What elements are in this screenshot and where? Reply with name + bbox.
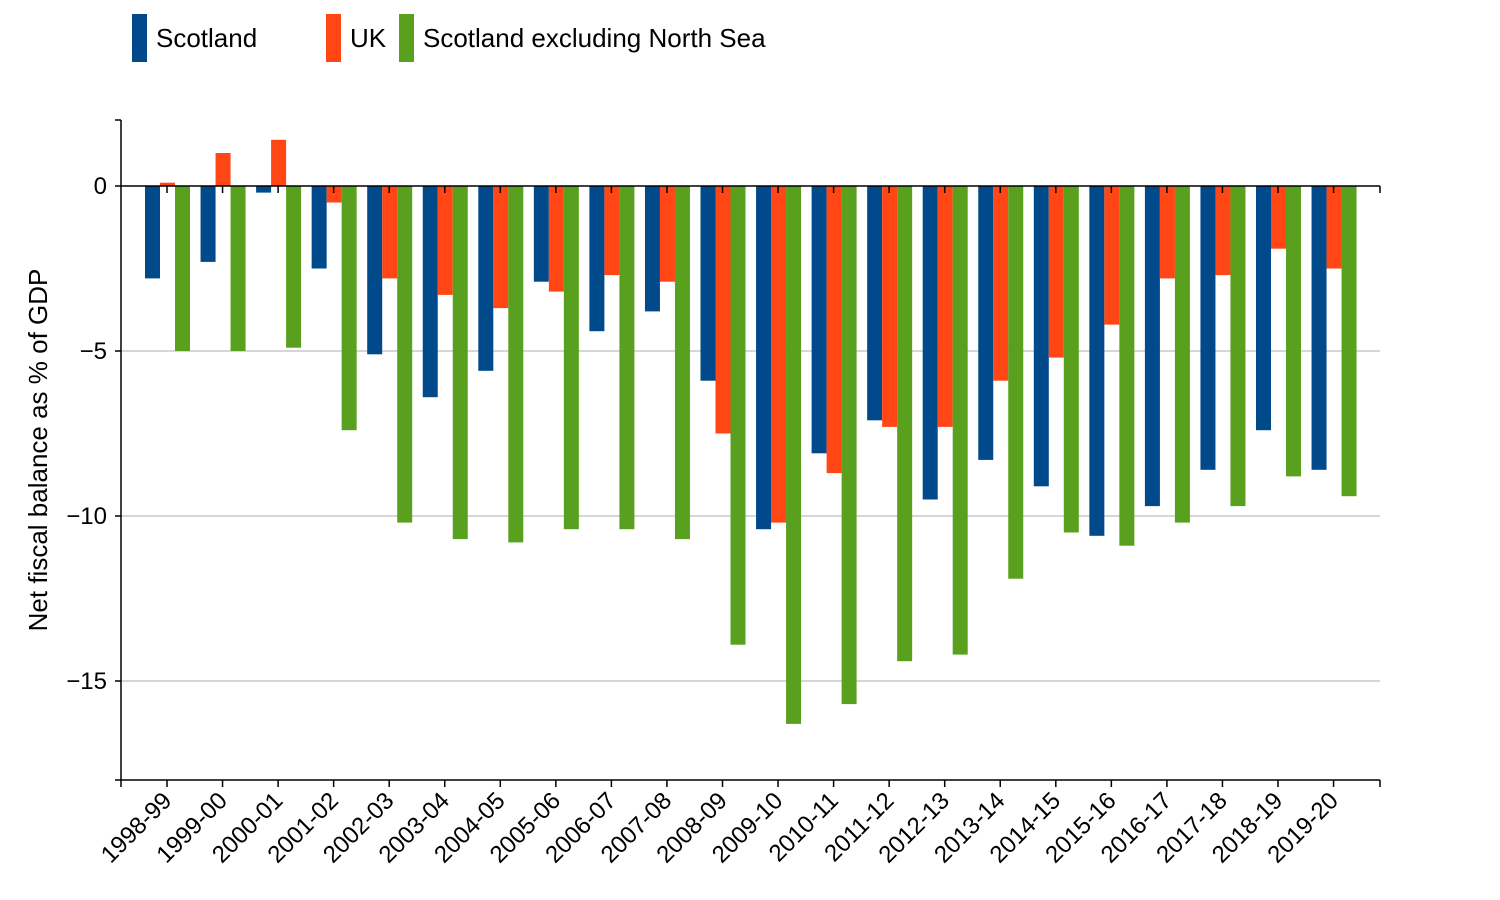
bar — [160, 182, 175, 186]
bar — [993, 186, 1009, 381]
bar — [230, 186, 246, 351]
bar — [674, 186, 690, 540]
bars — [145, 139, 1357, 724]
y-tick-label: 0 — [94, 173, 107, 200]
bar — [1159, 186, 1175, 279]
bar — [145, 186, 160, 279]
bar — [619, 186, 635, 530]
bar — [841, 186, 857, 705]
bar — [1271, 186, 1286, 249]
bar — [867, 186, 883, 421]
gridlines — [121, 350, 1380, 682]
bar — [367, 186, 383, 355]
bar — [548, 186, 564, 292]
bar — [644, 186, 660, 312]
bar — [826, 186, 842, 474]
bar — [756, 186, 772, 530]
bar — [1089, 186, 1105, 536]
bar — [437, 186, 453, 295]
bar — [1033, 186, 1049, 487]
bar — [882, 186, 898, 427]
bar — [700, 186, 716, 381]
bar — [659, 186, 675, 282]
bar — [215, 153, 231, 186]
y-axis-title: Net fiscal balance as % of GDP — [23, 269, 53, 632]
bar — [175, 186, 190, 351]
bar — [922, 186, 938, 500]
bar — [1119, 186, 1135, 546]
bar — [604, 186, 620, 276]
bar — [286, 186, 302, 348]
bar — [952, 186, 968, 655]
bar — [589, 186, 605, 332]
bar — [493, 186, 509, 309]
legend-swatch — [132, 14, 147, 62]
legend: Scotland UK Scotland excluding North Sea — [132, 14, 766, 62]
bar — [811, 186, 827, 454]
bar — [311, 186, 327, 269]
bar — [1286, 186, 1301, 477]
legend-label: UK — [350, 23, 387, 53]
bar — [978, 186, 994, 460]
y-tick-label: −5 — [80, 338, 107, 365]
y-tick-label: −15 — [66, 668, 107, 695]
bar — [1341, 186, 1357, 497]
bar — [1144, 186, 1160, 507]
bar — [271, 139, 287, 186]
bar — [715, 186, 731, 434]
bar — [397, 186, 413, 523]
bar — [771, 186, 787, 523]
bar — [508, 186, 524, 543]
bar — [1174, 186, 1190, 523]
legend-swatch — [399, 14, 414, 62]
bar — [937, 186, 953, 427]
bar — [1008, 186, 1024, 579]
bar — [1256, 186, 1271, 431]
bar — [730, 186, 746, 645]
bar — [452, 186, 468, 540]
bar — [1230, 186, 1246, 507]
bar — [1215, 186, 1231, 276]
bar — [1063, 186, 1079, 533]
bar — [256, 186, 272, 193]
bar — [422, 186, 438, 398]
bar — [341, 186, 357, 431]
bar — [897, 186, 913, 662]
legend-swatch — [326, 14, 341, 62]
bar — [533, 186, 549, 282]
bar — [326, 186, 342, 203]
bar — [563, 186, 579, 530]
bar — [1311, 186, 1327, 470]
bar — [1200, 186, 1216, 470]
bar — [1326, 186, 1342, 269]
bar — [382, 186, 398, 279]
legend-label: Scotland excluding North Sea — [423, 23, 766, 53]
bar — [786, 186, 802, 724]
y-tick-label: −10 — [66, 503, 107, 530]
bar — [200, 186, 216, 262]
bar — [1104, 186, 1120, 325]
bar — [478, 186, 494, 371]
bar — [1048, 186, 1064, 358]
legend-label: Scotland — [156, 23, 257, 53]
